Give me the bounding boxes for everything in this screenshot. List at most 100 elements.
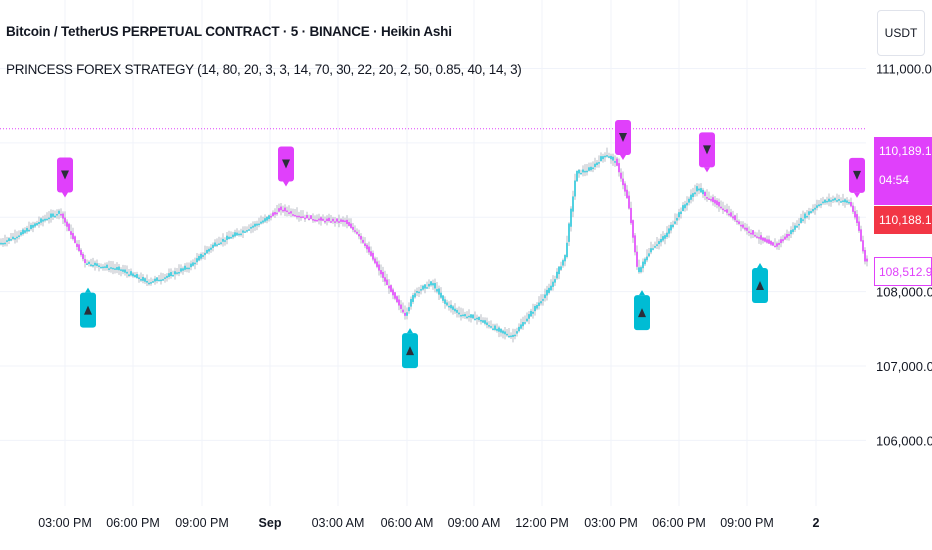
candle-body	[830, 200, 832, 202]
live-price-value: 110,189.1	[879, 144, 932, 158]
candle-body	[0, 242, 2, 245]
candle-body	[564, 255, 566, 262]
candle-body	[154, 278, 156, 282]
candle-body	[302, 216, 304, 218]
candle-body	[766, 239, 768, 243]
candle-body	[124, 269, 126, 273]
candle-body	[108, 268, 110, 270]
candle-body	[628, 195, 630, 209]
candle-body	[28, 229, 30, 232]
candle-body	[396, 296, 398, 303]
candle-body	[306, 215, 308, 219]
candle-body	[382, 271, 384, 278]
candle-body	[456, 309, 458, 313]
candle-body	[720, 206, 722, 209]
candle-body	[38, 221, 40, 224]
candle-body	[852, 205, 854, 212]
candle-body	[88, 261, 90, 264]
candle-body	[476, 317, 478, 320]
candle-body	[732, 216, 734, 219]
candle-body	[252, 225, 254, 228]
candle-body	[800, 217, 802, 223]
candle-body	[100, 266, 102, 269]
candle-body	[506, 333, 508, 336]
candle-body	[62, 213, 64, 219]
candle-body	[118, 266, 120, 271]
candle-body	[192, 262, 194, 266]
candle-body	[418, 291, 420, 294]
candle-body	[222, 238, 224, 242]
sell-signal	[57, 157, 73, 198]
candle-body	[362, 239, 364, 243]
buy-signal-pointer	[757, 263, 763, 269]
candle-body	[580, 172, 582, 175]
candle-body	[368, 246, 370, 253]
candle-body	[448, 305, 450, 308]
candle-body	[442, 295, 444, 301]
price-axis[interactable]: 106,000.0 107,000.0 108,000.0 111,000.0	[876, 61, 932, 448]
candle-body	[182, 268, 184, 271]
candle-body	[436, 289, 438, 292]
candle-body	[292, 214, 294, 216]
candle-body	[672, 224, 674, 228]
candle-body	[204, 252, 206, 256]
candle-body	[120, 269, 122, 271]
candle-body	[458, 312, 460, 315]
candle-body	[622, 178, 624, 186]
candle-body	[336, 218, 338, 222]
candle-body	[24, 230, 26, 233]
candle-body	[26, 227, 28, 232]
candle-body	[838, 199, 840, 201]
candle-body	[602, 156, 604, 160]
candle-body	[224, 240, 226, 242]
candle-body	[460, 314, 462, 317]
candle-body	[138, 277, 140, 279]
candle-body	[354, 230, 356, 232]
candle-body	[150, 282, 152, 284]
candle-body	[422, 285, 424, 290]
candle-body	[246, 230, 248, 232]
currency-button[interactable]: USDT	[877, 10, 925, 56]
candle-body	[632, 220, 634, 238]
indicator-legend[interactable]: PRINCESS FOREX STRATEGY (14, 80, 20, 3, …	[6, 62, 522, 77]
candle-body	[280, 206, 282, 211]
candle-body	[110, 267, 112, 269]
candle-body	[696, 186, 698, 192]
candle-body	[60, 213, 62, 216]
candle-body	[98, 265, 100, 267]
buy-signal	[752, 263, 768, 304]
candle-body	[234, 232, 236, 237]
candle-body	[434, 283, 436, 289]
candle-body	[492, 328, 494, 330]
candle-body	[792, 229, 794, 233]
candle-body	[616, 158, 618, 166]
symbol-title[interactable]: Bitcoin / TetherUS PERPETUAL CONTRACT · …	[6, 24, 452, 39]
sell-signal-pointer	[620, 155, 626, 161]
up-arrow-icon	[84, 305, 92, 315]
candle-body	[608, 156, 610, 158]
candle-body	[518, 326, 520, 332]
candle-body	[356, 231, 358, 234]
candle-body	[290, 211, 292, 214]
candle-body	[490, 326, 492, 328]
candle-body	[552, 281, 554, 287]
candle-body	[40, 218, 42, 223]
candle-body	[414, 293, 416, 298]
candle-body	[776, 243, 778, 247]
candle-body	[168, 273, 170, 277]
candle-body	[464, 314, 466, 317]
candle-body	[530, 310, 532, 317]
time-axis[interactable]: 03:00 PM 06:00 PM 09:00 PM Sep 03:00 AM 06:00…	[38, 516, 819, 530]
candle-body	[746, 227, 748, 231]
candle-body	[744, 227, 746, 230]
price-tick-label: 106,000.0	[876, 433, 932, 448]
strategy-signals	[57, 120, 865, 369]
candle-body	[68, 223, 70, 231]
candle-body	[572, 196, 574, 212]
candle-body	[570, 208, 572, 227]
candle-body	[44, 218, 46, 221]
candle-body	[196, 258, 198, 263]
candle-body	[178, 272, 180, 274]
candle-body	[798, 223, 800, 226]
